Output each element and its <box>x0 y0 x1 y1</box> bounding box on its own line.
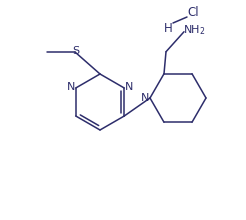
Text: N: N <box>67 82 75 92</box>
Text: N: N <box>125 82 133 92</box>
Text: H: H <box>164 22 172 35</box>
Text: Cl: Cl <box>187 6 199 18</box>
Text: N: N <box>141 93 149 103</box>
Text: NH$_2$: NH$_2$ <box>183 23 205 37</box>
Text: S: S <box>72 46 79 56</box>
